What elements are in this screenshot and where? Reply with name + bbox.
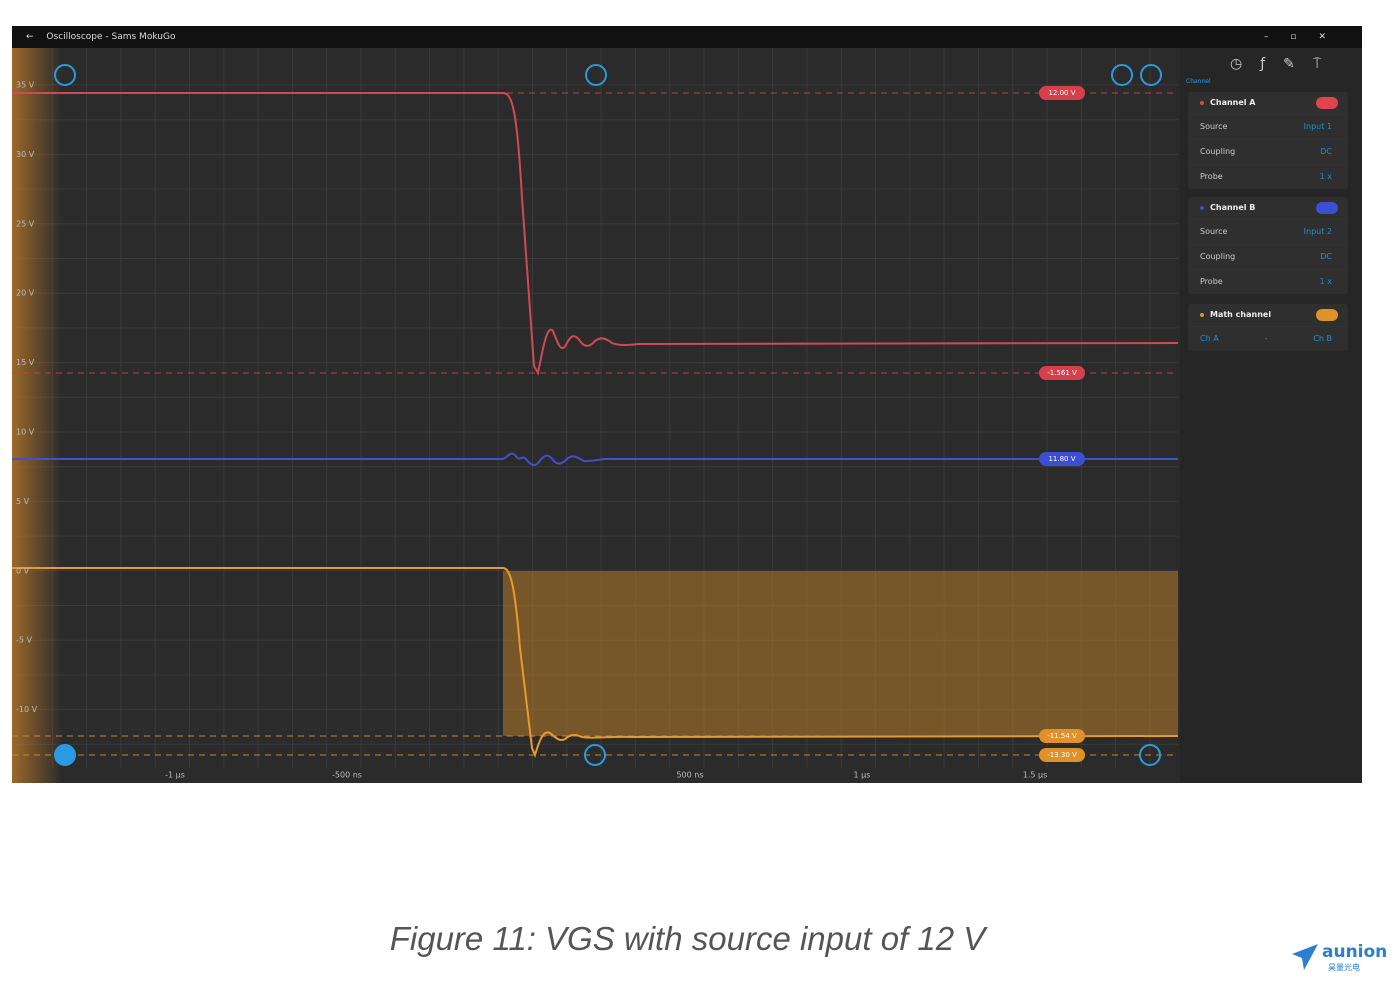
channel-a-trace [12, 92, 1179, 376]
cursor-tag [1039, 748, 1085, 762]
channel-card: Math channel Ch A - Ch B [1188, 304, 1348, 351]
cursor-tag [1039, 366, 1085, 380]
channel-header: Channel B [1188, 197, 1348, 219]
wave-button[interactable] [1139, 744, 1161, 766]
caption: Figure 11: VGS with source input of 12 V [389, 920, 986, 957]
cloud-button[interactable] [585, 64, 607, 86]
x-axis-label: 1 μs [854, 771, 871, 780]
oscilloscope-window: ← Oscilloscope - Sams MokuGo –▫✕ 35 V 30 … [12, 26, 1362, 783]
window-controls[interactable]: –▫✕ [1263, 32, 1348, 42]
setting-value[interactable]: Input 2 [1303, 227, 1332, 236]
cursor-tag [1039, 86, 1085, 100]
cursor-tag-label: 12.00 V [1048, 89, 1075, 97]
y-axis-label: 30 V [16, 150, 35, 159]
setting-row: Ch A - Ch B [1188, 326, 1348, 351]
setting-value[interactable]: - [1264, 334, 1268, 343]
channel-toggle[interactable] [1316, 202, 1338, 214]
logo-icon [1292, 944, 1318, 970]
channel-toggle[interactable] [1316, 309, 1338, 321]
channel-card: Channel A Source Input 1 Coupling DC Probe 1 x [1188, 92, 1348, 189]
y-axis-label: 0 V [16, 566, 30, 575]
left-shade [12, 48, 62, 783]
logo: aunion 昊量光电 [1290, 940, 1390, 974]
zoom-button[interactable] [1111, 64, 1133, 86]
setting-row: Source Input 2 [1188, 219, 1348, 244]
setting-value[interactable]: 1 x [1319, 277, 1332, 286]
channel-header: Channel A [1188, 92, 1348, 114]
cursor-tag [1039, 452, 1085, 466]
y-axis-label: -5 V [16, 636, 33, 645]
channel-name: Math channel [1210, 310, 1272, 319]
setting-label: Probe [1200, 277, 1223, 286]
cursor-tag-label: -13.30 V [1047, 751, 1077, 759]
channel-name: Channel A [1210, 98, 1256, 107]
title-bar: ← Oscilloscope - Sams MokuGo –▫✕ [12, 26, 1362, 48]
setting-label: Probe [1200, 172, 1223, 181]
x-axis-label: 500 ns [676, 771, 703, 780]
channel-toggle[interactable] [1316, 97, 1338, 109]
menu-button[interactable] [54, 64, 76, 86]
scope-plot: 35 V 30 V 25 V 20 V 15 V 10 V 5 V 0 V -5 V -10 V -… [12, 48, 1179, 783]
cursor-tag-label: -1.561 V [1047, 369, 1077, 377]
x-axis-label: -1 μs [165, 771, 185, 780]
tab-icons[interactable]: ◷ƒ✎⍑ [1230, 56, 1340, 72]
setting-label: Ch A [1200, 334, 1219, 343]
setting-row: Coupling DC [1188, 139, 1348, 164]
back-button[interactable]: ← [26, 32, 34, 42]
setting-value[interactable]: DC [1320, 147, 1332, 156]
cursor-tag-label: -11.54 V [1047, 732, 1077, 740]
setting-label: Source [1200, 227, 1228, 236]
setting-row: Coupling DC [1188, 244, 1348, 269]
setting-label: Coupling [1200, 147, 1236, 156]
side-panel: Channel ◷ƒ✎⍑ Channel A Source Input 1 Coupl… [1180, 48, 1362, 783]
pause-button[interactable] [584, 744, 606, 766]
setting-value[interactable]: DC [1320, 252, 1332, 261]
x-axis-label: -500 ns [332, 771, 362, 780]
y-axis-label: 5 V [16, 497, 30, 506]
y-axis-label: 25 V [16, 219, 35, 228]
y-axis-label: 35 V [16, 81, 35, 90]
channel-name: Channel B [1210, 203, 1256, 212]
channel-card: Channel B Source Input 2 Coupling DC Probe 1 x [1188, 197, 1348, 294]
tab-label[interactable]: Channel [1186, 78, 1211, 85]
y-axis-label: 10 V [16, 428, 35, 437]
cursor-tag [1039, 729, 1085, 743]
channel-b-trace [12, 452, 1178, 466]
setting-value[interactable]: Ch B [1313, 334, 1332, 343]
y-axis-label: 20 V [16, 289, 35, 298]
x-axis-label: 1.5 μs [1023, 771, 1048, 780]
channel-dot [1200, 206, 1204, 210]
setting-label: Source [1200, 122, 1228, 131]
channel-dot [1200, 101, 1204, 105]
math-fill [503, 571, 1178, 736]
setting-label: Coupling [1200, 252, 1236, 261]
window-title: Oscilloscope - Sams MokuGo [46, 32, 176, 42]
math-trace [12, 567, 1179, 758]
setting-row: Probe 1 x [1188, 164, 1348, 189]
toolbar-icons[interactable] [54, 64, 1162, 766]
setting-row: Probe 1 x [1188, 269, 1348, 294]
cursor-tag-label: 11.80 V [1048, 455, 1075, 463]
setting-value[interactable]: 1 x [1319, 172, 1332, 181]
setting-row: Source Input 1 [1188, 114, 1348, 139]
logo-name: aunion [1322, 942, 1388, 962]
channel-dot [1200, 313, 1204, 317]
y-axis-label: -10 V [16, 705, 38, 714]
setting-value[interactable]: Input 1 [1303, 122, 1332, 131]
fit-button[interactable] [1140, 64, 1162, 86]
grid-button[interactable] [54, 744, 76, 766]
logo-sub: 昊量光电 [1328, 963, 1360, 972]
y-axis-label: 15 V [16, 358, 35, 367]
channel-header: Math channel [1188, 304, 1348, 326]
